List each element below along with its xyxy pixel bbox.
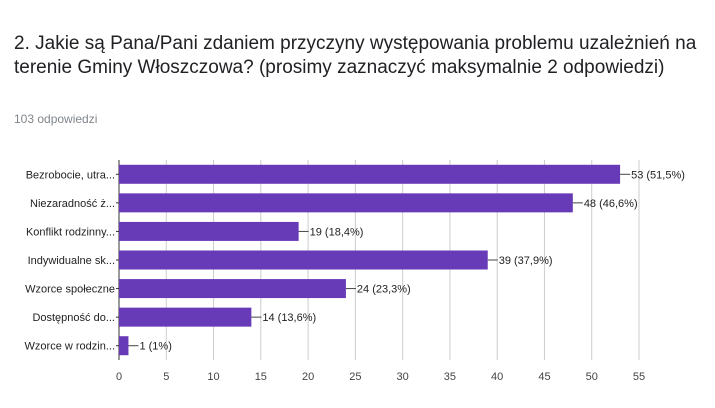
- x-tick-label: 5: [163, 371, 169, 383]
- category-label: Wzorce społeczne: [25, 284, 115, 296]
- x-tick-label: 45: [538, 371, 550, 383]
- category-label: Bezrobocie, utra...: [26, 169, 115, 181]
- bar: [119, 193, 573, 213]
- x-tick-label: 20: [302, 371, 314, 383]
- x-tick-label: 40: [491, 371, 503, 383]
- bar: [119, 221, 299, 241]
- category-label: Dostępność do...: [32, 312, 115, 324]
- value-label: 14 (13,6%): [262, 312, 316, 324]
- bar: [119, 336, 129, 356]
- value-label: 24 (23,3%): [357, 284, 411, 296]
- category-label: Niezaradność ż...: [30, 198, 115, 210]
- value-label: 19 (18,4%): [310, 226, 364, 238]
- category-label: Konflikt rodzinny...: [26, 226, 115, 238]
- category-label: Wzorce w rodzin...: [25, 341, 115, 353]
- x-tick-label: 15: [255, 371, 267, 383]
- response-count: 103 odpowiedzi: [14, 112, 98, 126]
- value-label: 48 (46,6%): [584, 198, 638, 210]
- value-label: 1 (1%): [139, 341, 171, 353]
- x-tick-label: 10: [207, 371, 219, 383]
- bar: [119, 164, 621, 184]
- bar: [119, 307, 252, 327]
- x-tick-label: 55: [633, 371, 645, 383]
- x-tick-label: 30: [397, 371, 409, 383]
- question-title: 2. Jakie są Pana/Pani zdaniem przyczyny …: [14, 33, 697, 78]
- bar: [119, 250, 488, 270]
- bar: [119, 279, 346, 299]
- x-tick-label: 25: [349, 371, 361, 383]
- value-label: 39 (37,9%): [499, 255, 553, 267]
- x-tick-label: 35: [444, 371, 456, 383]
- value-label: 53 (51,5%): [631, 169, 685, 181]
- x-tick-label: 0: [116, 371, 122, 383]
- x-tick-label: 50: [586, 371, 598, 383]
- category-label: Indywidualne sk...: [28, 255, 115, 267]
